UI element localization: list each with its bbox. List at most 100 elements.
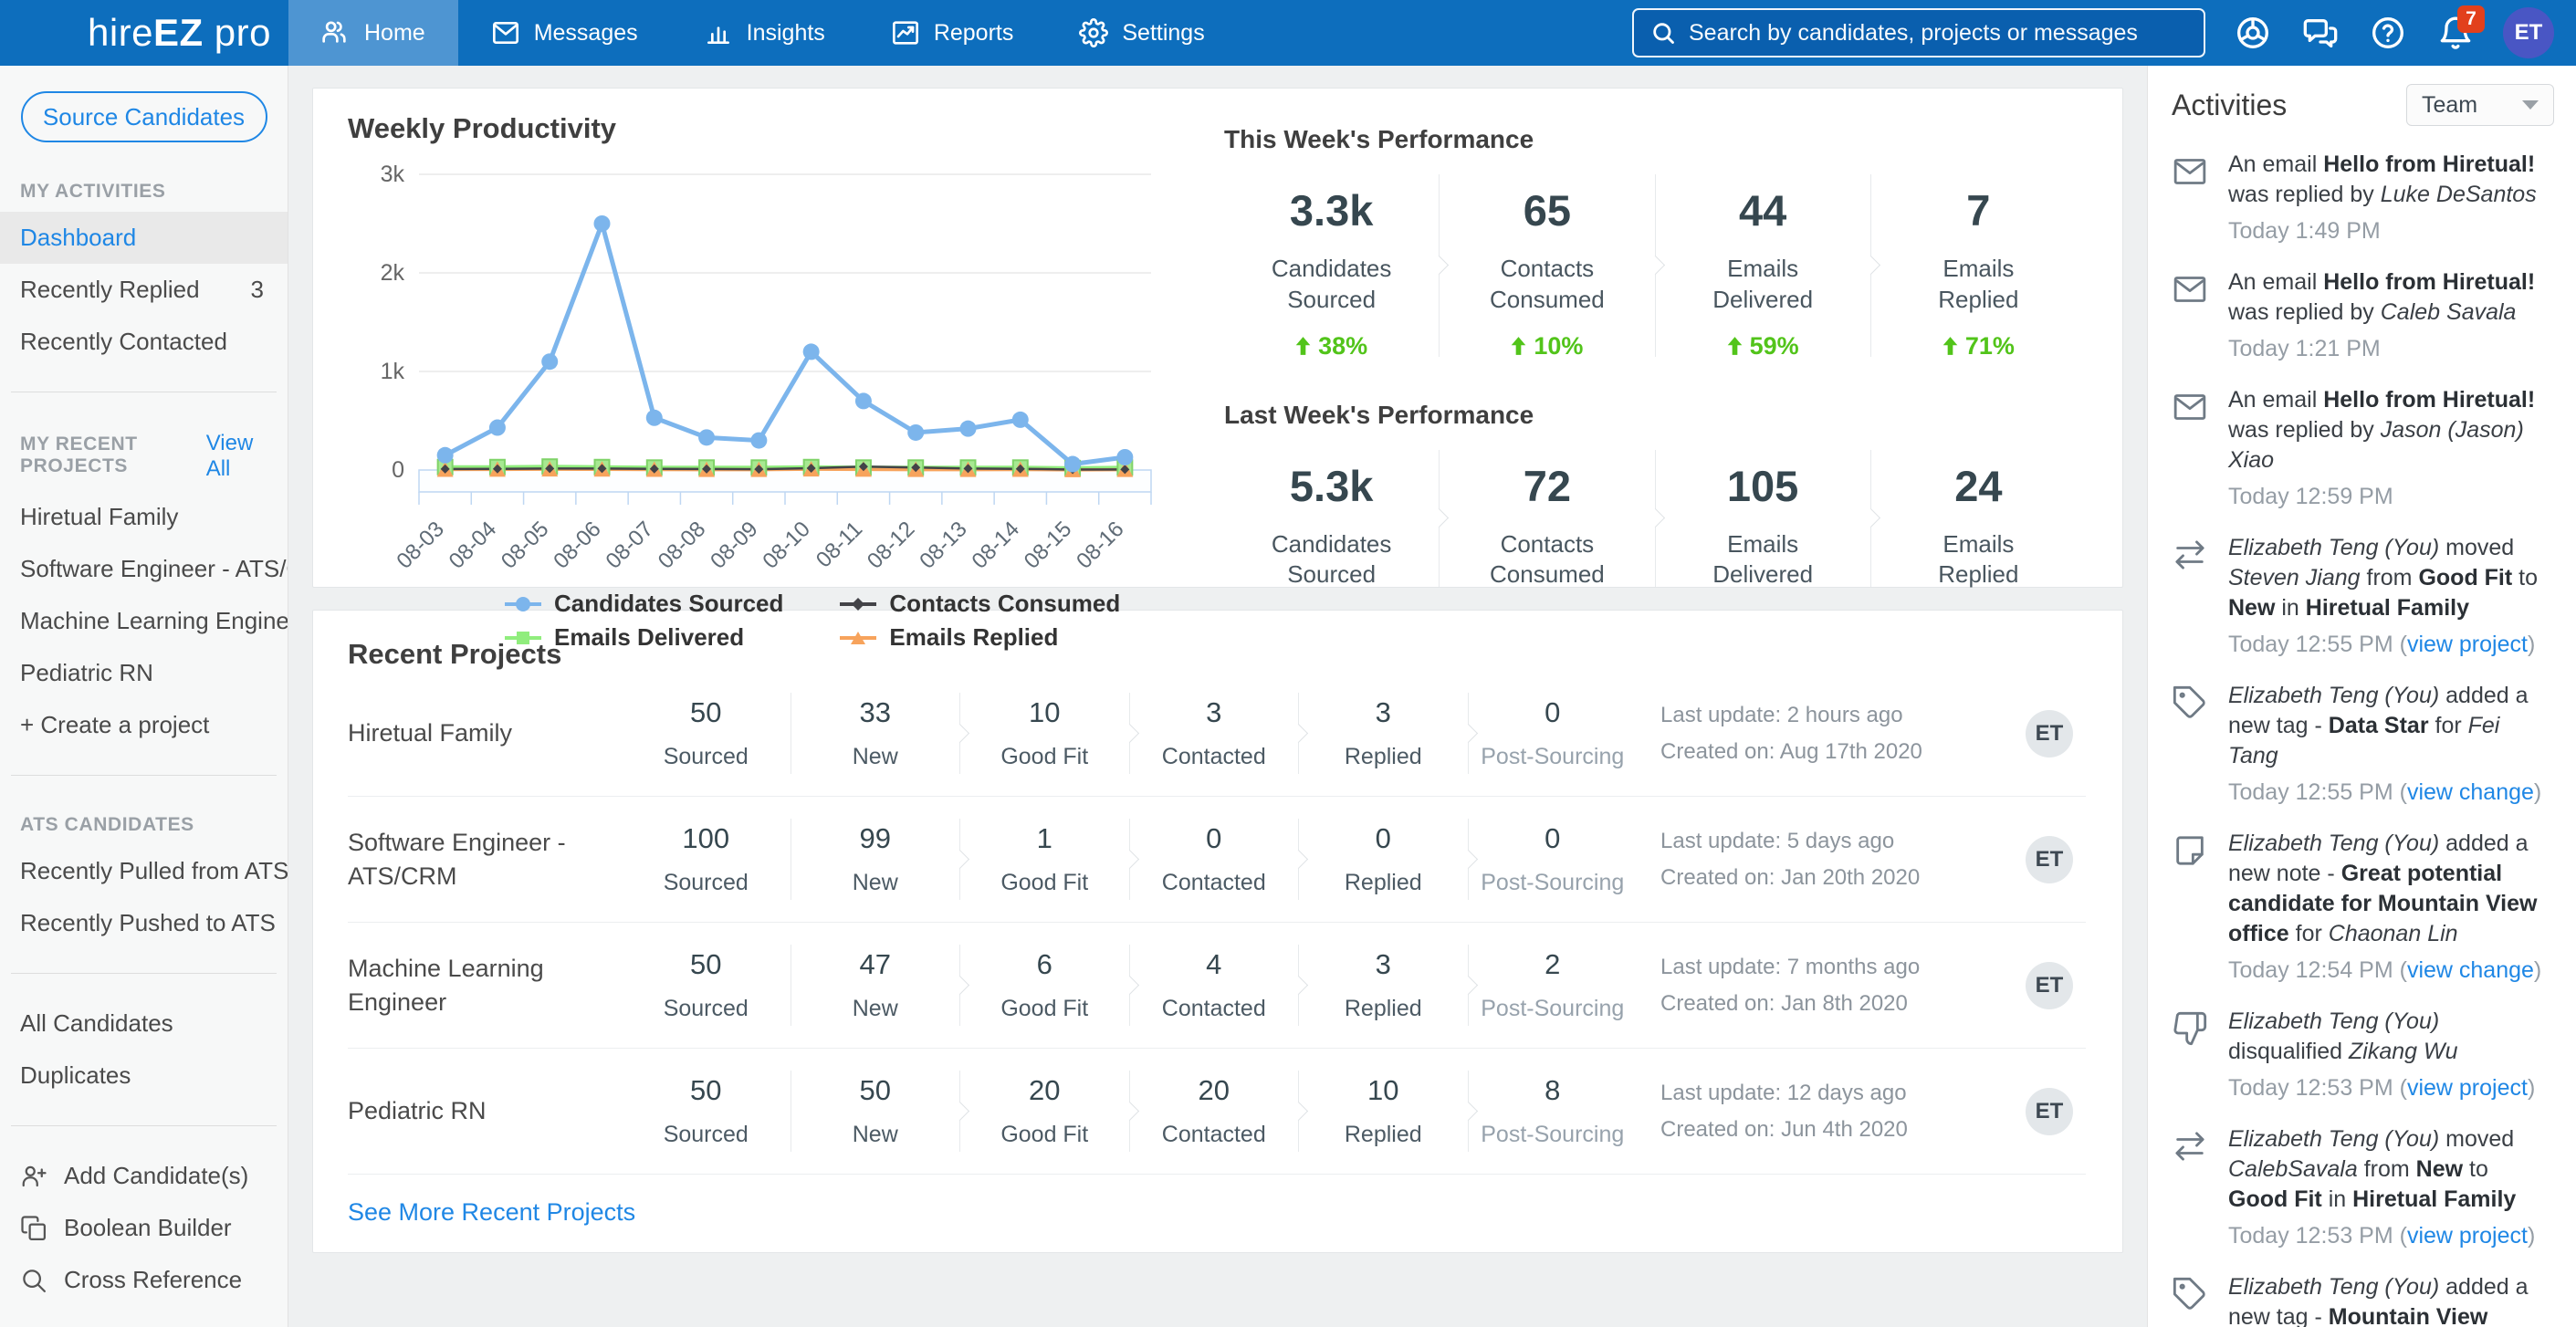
- stat-value: 50: [690, 948, 722, 980]
- sidebar-project-machine-learning-engineer[interactable]: Machine Learning Engineer: [20, 607, 288, 634]
- svg-text:3k: 3k: [381, 162, 405, 187]
- activity-link[interactable]: view project: [2406, 1075, 2528, 1101]
- home-icon: [322, 21, 346, 43]
- stat-value: 65: [1523, 186, 1572, 235]
- legend-item-contacts-consumed[interactable]: Contacts Consumed: [838, 590, 1120, 618]
- legend-item-emails-replied[interactable]: Emails Replied: [838, 623, 1120, 652]
- nav-tab-reports[interactable]: Reports: [858, 0, 1047, 66]
- stat-label: New: [852, 996, 898, 1021]
- project-meta: Last update: 5 days ago Created on: Jan 2…: [1637, 810, 2002, 909]
- project-row-pediatric-rn[interactable]: Pediatric RN 50 Sourced 50 New 20 Good Fit 20 Co…: [348, 1049, 2086, 1175]
- sidebar-item-all-candidates[interactable]: All Candidates: [20, 1009, 173, 1037]
- see-more-projects-link[interactable]: See More Recent Projects: [348, 1198, 636, 1226]
- create-project-button[interactable]: + Create a project: [20, 711, 210, 738]
- activity-link[interactable]: view change: [2406, 957, 2534, 983]
- project-owner-avatar[interactable]: ET: [2026, 835, 2073, 883]
- stat-value: 0: [1375, 822, 1391, 854]
- stat-value: 44: [1738, 186, 1787, 235]
- svg-text:08-09: 08-09: [706, 517, 763, 574]
- project-name[interactable]: Machine Learning Engineer: [348, 955, 544, 1016]
- activity-text: Elizabeth Teng (You) moved Steven Jiang …: [2228, 535, 2538, 621]
- sidebar-project-pediatric-rn[interactable]: Pediatric RN: [20, 659, 153, 686]
- search-input[interactable]: [1689, 19, 2187, 47]
- legend-item-candidates-sourced[interactable]: Candidates Sourced: [503, 590, 783, 618]
- project-owner-avatar[interactable]: ET: [2026, 961, 2073, 1009]
- stat-change: 10%: [1445, 332, 1649, 360]
- sidebar-item-dashboard[interactable]: Dashboard: [0, 212, 288, 264]
- this-week-title: This Week's Performance: [1224, 125, 1534, 153]
- view-all-link[interactable]: View All: [205, 431, 254, 481]
- weekly-productivity-title: Weekly Productivity: [348, 112, 617, 144]
- chat-button[interactable]: [2300, 13, 2340, 53]
- help-button[interactable]: [2368, 13, 2408, 53]
- stat-label: Good Fit: [1000, 996, 1089, 1021]
- sidebar-tool-add-candidate-s-[interactable]: Add Candidate(s): [0, 1150, 288, 1202]
- activity-link[interactable]: view project: [2406, 1223, 2528, 1249]
- stat-label: Post-Sourcing: [1481, 744, 1625, 769]
- project-stat-good-fit: 1 Good Fit: [960, 810, 1129, 909]
- stat-label: Sourced: [663, 996, 749, 1021]
- hireez-logo[interactable]: hire EZ pro: [0, 0, 288, 66]
- project-name[interactable]: Software Engineer - ATS/CRM: [348, 829, 566, 890]
- project-stat-post-sourcing: 2 Post-Sourcing: [1469, 935, 1638, 1035]
- ats-candidates-title: ATS CANDIDATES: [20, 814, 194, 835]
- user-avatar[interactable]: ET: [2503, 7, 2554, 58]
- legend-label: Candidates Sourced: [554, 590, 784, 617]
- activity-time: Today 12:55 PM (view change): [2228, 779, 2542, 805]
- stat-label: Replied: [1344, 996, 1422, 1021]
- project-owner-avatar[interactable]: ET: [2026, 709, 2073, 758]
- stat-candidates-sourced: 5.3k Candidates Sourced: [1224, 437, 1439, 601]
- project-row-hiretual-family[interactable]: Hiretual Family 50 Sourced 33 New 10 Good Fit 3…: [348, 671, 2086, 797]
- sidebar-item-recently-pulled-from-ats[interactable]: Recently Pulled from ATS: [20, 857, 288, 884]
- stat-label: Emails Replied: [1938, 529, 2019, 589]
- nav-tab-messages[interactable]: Messages: [458, 0, 671, 66]
- legend-item-emails-delivered[interactable]: Emails Delivered: [503, 623, 783, 652]
- stat-value: 47: [859, 948, 891, 980]
- project-stat-replied: 3 Replied: [1299, 684, 1468, 783]
- sidebar-tool-cross-reference[interactable]: Cross Reference: [0, 1254, 288, 1306]
- activity-link[interactable]: view project: [2406, 632, 2528, 657]
- top-navbar: hire EZ pro Home Messages Insights Reports Set…: [0, 0, 2576, 66]
- global-search[interactable]: [1632, 8, 2205, 57]
- nav-right-actions: 7 ET: [2205, 0, 2576, 66]
- sidebar-item-recently-replied[interactable]: Recently Replied 3: [20, 276, 264, 303]
- project-row-machine-learning-engineer[interactable]: Machine Learning Engineer 50 Sourced 47 New 6…: [348, 923, 2086, 1049]
- sidebar-item-recently-pushed-to-ats[interactable]: Recently Pushed to ATS: [20, 909, 276, 936]
- stat-label: Contacted: [1161, 996, 1266, 1021]
- project-stat-contacted: 0 Contacted: [1130, 810, 1299, 909]
- activity-time: Today 12:54 PM (view change): [2228, 957, 2542, 983]
- stat-separator: [1869, 449, 1871, 588]
- sidebar-project-software-engineer-ats-c-[interactable]: Software Engineer - ATS/C...: [20, 555, 288, 582]
- project-owner-avatar[interactable]: ET: [2026, 1087, 2073, 1135]
- team-filter-dropdown[interactable]: Team: [2406, 84, 2554, 126]
- stat-label: Contacts Consumed: [1490, 255, 1605, 313]
- nav-tab-settings[interactable]: Settings: [1046, 0, 1237, 66]
- source-candidates-button[interactable]: Source Candidates: [20, 91, 267, 142]
- recent-projects-card: Recent Projects Hiretual Family 50 Sourced…: [312, 610, 2123, 1253]
- stat-label: Contacted: [1161, 1122, 1266, 1147]
- project-meta: Last update: 7 months ago Created on: Jan…: [1637, 935, 2002, 1035]
- mail-icon: [2173, 277, 2206, 302]
- activity-text: An email Hello from Hiretual! was replie…: [2228, 387, 2536, 473]
- project-name[interactable]: Hiretual Family: [348, 719, 513, 747]
- sidebar-item-recently-contacted[interactable]: Recently Contacted: [20, 328, 227, 355]
- stat-label: Sourced: [663, 744, 749, 769]
- weekly-productivity-card: Weekly Productivity 0 1k 2k 3k 08-03 08-04 08-…: [312, 88, 2123, 651]
- activity-time: Today 12:59 PM: [2228, 484, 2393, 509]
- candidates-list: All Candidates Duplicates: [0, 998, 288, 1102]
- activity-link[interactable]: view change: [2406, 779, 2534, 805]
- sidebar-tool-boolean-builder[interactable]: Boolean Builder: [0, 1202, 288, 1254]
- chrome-button[interactable]: [2233, 13, 2273, 53]
- sidebar-item-duplicates[interactable]: Duplicates: [20, 1061, 131, 1089]
- up-arrow-icon: [1942, 337, 1958, 356]
- project-row-software-engineer-ats-crm[interactable]: Software Engineer - ATS/CRM 100 Sourced 99 N…: [348, 797, 2086, 923]
- activity-time: Today 12:53 PM (view project): [2228, 1075, 2536, 1101]
- bell-button[interactable]: 7: [2435, 5, 2485, 53]
- stat-separator: [1128, 693, 1130, 774]
- project-name[interactable]: Pediatric RN: [348, 1097, 487, 1125]
- nav-tab-insights[interactable]: Insights: [671, 0, 858, 66]
- stat-label: Contacted: [1161, 744, 1266, 769]
- nav-tab-home[interactable]: Home: [288, 0, 458, 66]
- activity-time: Today 1:21 PM: [2228, 336, 2381, 361]
- sidebar-project-hiretual-family[interactable]: Hiretual Family: [20, 503, 179, 530]
